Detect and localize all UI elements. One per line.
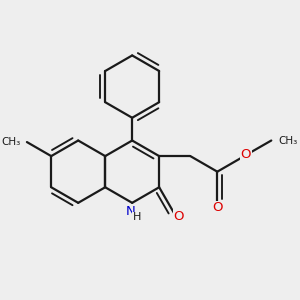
Text: N: N [126, 205, 136, 218]
Text: O: O [240, 148, 251, 161]
Text: CH₃: CH₃ [278, 136, 297, 146]
Text: O: O [212, 201, 223, 214]
Text: H: H [133, 212, 141, 222]
Text: CH₃: CH₃ [2, 137, 21, 147]
Text: O: O [174, 210, 184, 223]
